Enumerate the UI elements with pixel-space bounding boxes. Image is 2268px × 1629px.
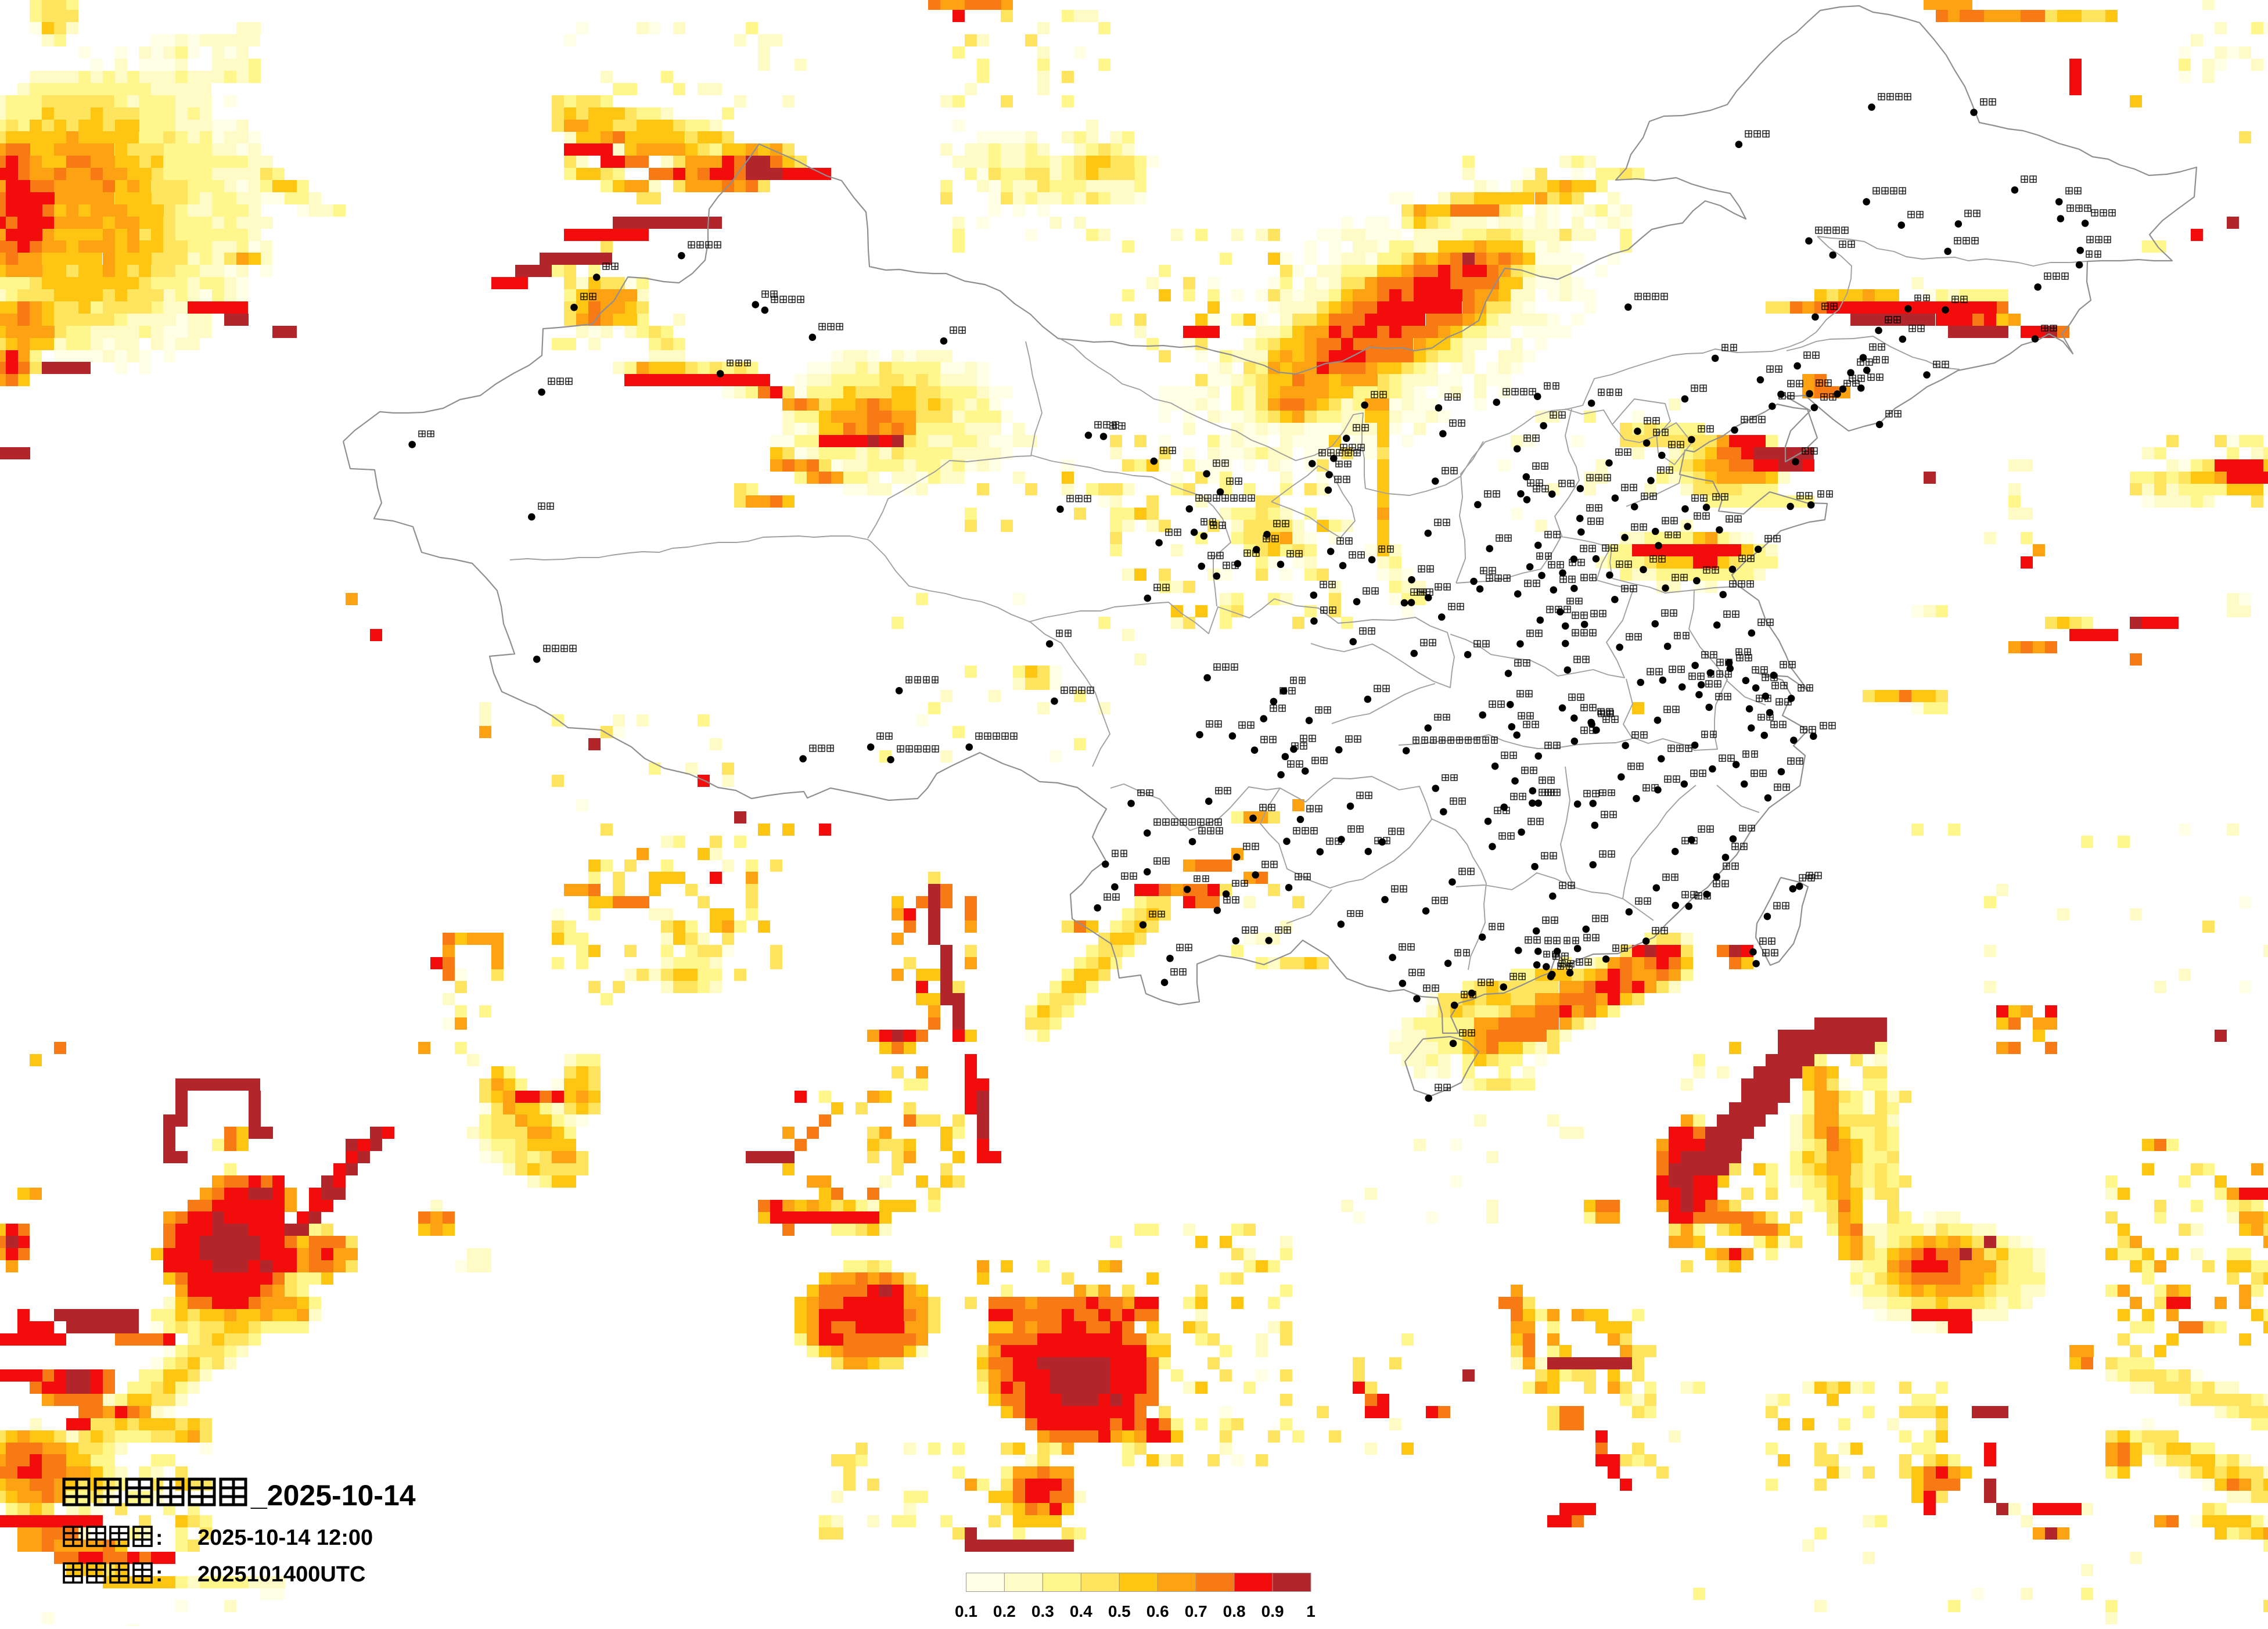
svg-text:1: 1 bbox=[1306, 1602, 1315, 1620]
svg-text:0.1: 0.1 bbox=[955, 1602, 977, 1620]
svg-text::: : bbox=[156, 1562, 163, 1586]
svg-text:_2025-10-14: _2025-10-14 bbox=[250, 1479, 416, 1512]
svg-text:0.4: 0.4 bbox=[1070, 1602, 1092, 1620]
svg-text:0.9: 0.9 bbox=[1261, 1602, 1284, 1620]
svg-text:0.2: 0.2 bbox=[993, 1602, 1016, 1620]
svg-text:0.8: 0.8 bbox=[1223, 1602, 1246, 1620]
svg-text:0.5: 0.5 bbox=[1108, 1602, 1131, 1620]
svg-text:2025101400UTC: 2025101400UTC bbox=[197, 1562, 365, 1587]
svg-text:0.6: 0.6 bbox=[1146, 1602, 1169, 1620]
svg-text:0.3: 0.3 bbox=[1031, 1602, 1054, 1620]
svg-text::: : bbox=[156, 1526, 163, 1549]
svg-text:0.7: 0.7 bbox=[1185, 1602, 1207, 1620]
svg-text:2025-10-14 12:00: 2025-10-14 12:00 bbox=[197, 1526, 373, 1550]
